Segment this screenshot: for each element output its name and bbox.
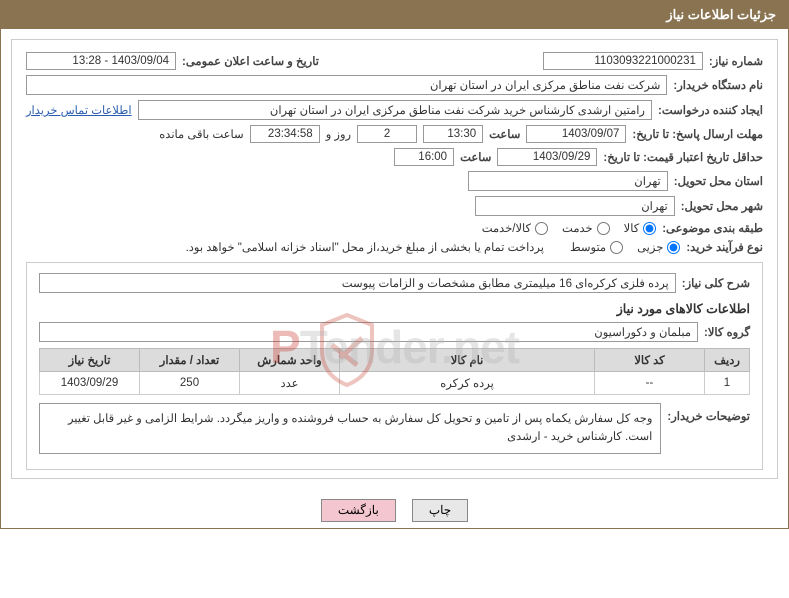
back-button[interactable]: بازگشت bbox=[321, 499, 396, 522]
radio-partial[interactable]: جزیی bbox=[637, 240, 680, 254]
radio-goods[interactable]: کالا bbox=[624, 221, 657, 235]
province-field: تهران bbox=[468, 171, 668, 191]
summary-label: شرح کلی نیاز: bbox=[682, 276, 750, 290]
days-suffix: روز و bbox=[326, 127, 351, 141]
th-code: کد کالا bbox=[595, 349, 705, 372]
requester-label: ایجاد کننده درخواست: bbox=[658, 103, 763, 117]
buyer-notes-label: توضیحات خریدار: bbox=[667, 403, 750, 423]
process-label: نوع فرآیند خرید: bbox=[686, 240, 763, 254]
radio-medium-input[interactable] bbox=[610, 241, 623, 254]
cell-date: 1403/09/29 bbox=[40, 372, 140, 395]
buyer-notes-field: وجه کل سفارش یکماه پس از تامین و تحویل ک… bbox=[39, 403, 661, 454]
city-field: تهران bbox=[475, 196, 675, 216]
contact-link[interactable]: اطلاعات تماس خریدار bbox=[26, 103, 132, 117]
table-header-row: ردیف کد کالا نام کالا واحد شمارش تعداد /… bbox=[40, 349, 750, 372]
goods-section-title: اطلاعات کالاهای مورد نیاز bbox=[39, 301, 750, 316]
validity-time-field: 16:00 bbox=[394, 148, 454, 166]
radio-service[interactable]: خدمت bbox=[562, 221, 610, 235]
deadline-date-field: 1403/09/07 bbox=[526, 125, 626, 143]
buyer-org-field: شرکت نفت مناطق مرکزی ایران در استان تهرا… bbox=[26, 75, 667, 95]
radio-both-input[interactable] bbox=[535, 222, 548, 235]
category-radio-group: کالا خدمت کالا/خدمت bbox=[482, 221, 657, 235]
time-label-1: ساعت bbox=[489, 127, 520, 141]
items-table: ردیف کد کالا نام کالا واحد شمارش تعداد /… bbox=[39, 348, 750, 395]
validity-label: حداقل تاریخ اعتبار قیمت: تا تاریخ: bbox=[603, 150, 763, 164]
announce-label: تاریخ و ساعت اعلان عمومی: bbox=[182, 54, 319, 68]
remaining-suffix: ساعت باقی مانده bbox=[159, 127, 243, 141]
cell-name: پرده کرکره bbox=[340, 372, 595, 395]
cell-row: 1 bbox=[705, 372, 750, 395]
table-row: 1 -- پرده کرکره عدد 250 1403/09/29 bbox=[40, 372, 750, 395]
cell-unit: عدد bbox=[240, 372, 340, 395]
button-row: چاپ بازگشت bbox=[1, 489, 788, 528]
time-label-2: ساعت bbox=[460, 150, 491, 164]
process-radio-group: جزیی متوسط bbox=[570, 240, 680, 254]
radio-partial-input[interactable] bbox=[667, 241, 680, 254]
details-box: شرح کلی نیاز: پرده فلزی کرکره‌ای 16 میلی… bbox=[26, 262, 763, 470]
days-field: 2 bbox=[357, 125, 417, 143]
category-label: طبقه بندی موضوعی: bbox=[662, 221, 763, 235]
main-content: PTender.net شماره نیاز: 1103093221000231… bbox=[11, 39, 778, 479]
th-row: ردیف bbox=[705, 349, 750, 372]
summary-field: پرده فلزی کرکره‌ای 16 میلیمتری مطابق مشخ… bbox=[39, 273, 676, 293]
th-name: نام کالا bbox=[340, 349, 595, 372]
need-no-label: شماره نیاز: bbox=[709, 54, 763, 68]
province-label: استان محل تحویل: bbox=[674, 174, 763, 188]
city-label: شهر محل تحویل: bbox=[681, 199, 763, 213]
print-button[interactable]: چاپ bbox=[412, 499, 468, 522]
cell-code: -- bbox=[595, 372, 705, 395]
page-header: جزئیات اطلاعات نیاز bbox=[1, 1, 788, 29]
cell-qty: 250 bbox=[140, 372, 240, 395]
radio-service-input[interactable] bbox=[597, 222, 610, 235]
announce-field: 1403/09/04 - 13:28 bbox=[26, 52, 176, 70]
requester-field: رامتین ارشدی کارشناس خرید شرکت نفت مناطق… bbox=[138, 100, 652, 120]
deadline-label: مهلت ارسال پاسخ: تا تاریخ: bbox=[632, 127, 763, 141]
radio-medium[interactable]: متوسط bbox=[570, 240, 623, 254]
buyer-org-label: نام دستگاه خریدار: bbox=[673, 78, 763, 92]
group-label: گروه کالا: bbox=[704, 325, 750, 339]
page-title: جزئیات اطلاعات نیاز bbox=[666, 7, 776, 22]
th-unit: واحد شمارش bbox=[240, 349, 340, 372]
remaining-field: 23:34:58 bbox=[250, 125, 320, 143]
th-qty: تعداد / مقدار bbox=[140, 349, 240, 372]
validity-date-field: 1403/09/29 bbox=[497, 148, 597, 166]
group-field: مبلمان و دکوراسیون bbox=[39, 322, 698, 342]
th-date: تاریخ نیاز bbox=[40, 349, 140, 372]
radio-both[interactable]: کالا/خدمت bbox=[482, 221, 548, 235]
radio-goods-input[interactable] bbox=[643, 222, 656, 235]
deadline-time-field: 13:30 bbox=[423, 125, 483, 143]
need-no-field: 1103093221000231 bbox=[543, 52, 703, 70]
payment-note: پرداخت تمام یا بخشی از مبلغ خرید،از محل … bbox=[186, 240, 544, 254]
